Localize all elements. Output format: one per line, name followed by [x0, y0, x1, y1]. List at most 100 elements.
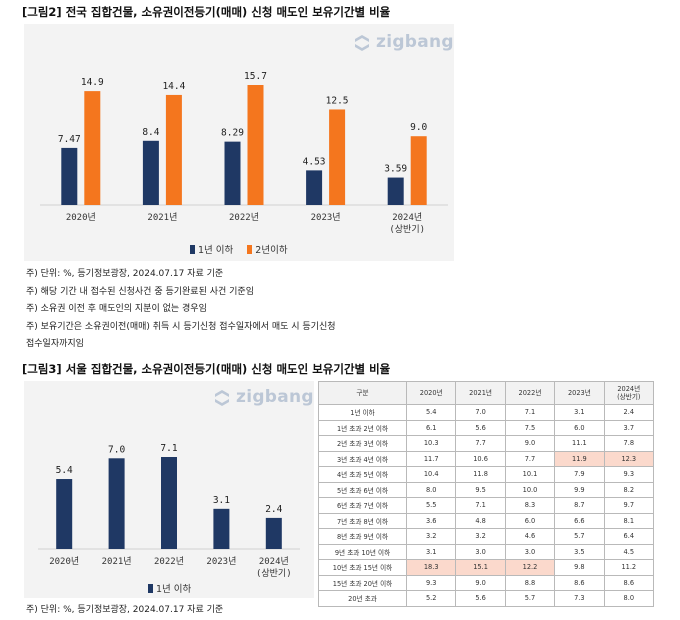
- legend-swatch-series2: [247, 244, 253, 254]
- table-row: 20년 초과 5.2 5.6 5.7 7.3 8.0: [318, 590, 655, 607]
- table-cell: 12.3: [603, 450, 655, 467]
- table-cell: 5.6: [455, 590, 506, 607]
- table-row: 15년 초과 20년 이하 9.3 9.0 8.8 8.6 8.6: [318, 574, 655, 591]
- x-tick-label: 2021년: [102, 556, 132, 567]
- figure3-data-table: 구분 2020년 2021년 2022년 2023년 2024년 (상반기) 1년 이하 5…: [318, 381, 655, 607]
- table-header-year: 2020년: [405, 381, 457, 405]
- zigbang-logo: zigbang: [212, 387, 314, 407]
- table-row: 7년 초과 8년 이하 3.6 4.8 6.0 6.6 8.1: [318, 512, 655, 529]
- row-label: 1년 초과 2년 이하: [318, 419, 407, 436]
- data-label: 7.0: [108, 444, 125, 455]
- bar: [165, 94, 182, 205]
- x-tick-label: (상반기): [389, 224, 425, 235]
- figure3-legend: 1년 이하: [148, 581, 191, 595]
- x-tick-label: 2024년: [392, 212, 422, 223]
- figure2-notes: 주) 단위: %, 등기정보광장, 2024.07.17 자료 기준 주) 해당…: [26, 266, 336, 354]
- data-label: 12.5: [326, 95, 349, 106]
- table-cell: 8.0: [603, 590, 655, 607]
- table-cell: 8.7: [554, 497, 605, 514]
- table-cell: 7.1: [504, 404, 556, 421]
- table-cell: 12.2: [504, 559, 556, 576]
- data-label: 8.29: [221, 128, 244, 139]
- table-cell: 11.9: [554, 450, 605, 467]
- table-cell: 2.4: [603, 404, 655, 421]
- table-cell: 4.5: [603, 543, 655, 560]
- bar: [247, 85, 264, 205]
- note-line: 접수일자까지임: [26, 339, 84, 349]
- data-label: 3.1: [213, 495, 230, 506]
- table-cell: 7.7: [504, 450, 556, 467]
- table-cell: 9.7: [603, 497, 655, 514]
- note-line: 주) 보유기간은 소유권이전(매매) 취득 시 등기신청 접수일자에서 매도 시…: [26, 321, 336, 332]
- data-label: 8.4: [142, 127, 159, 138]
- table-cell: 6.1: [405, 419, 457, 436]
- table-cell: 7.8: [603, 435, 655, 452]
- zigbang-logo-icon: [355, 35, 369, 51]
- table-cell: 8.0: [405, 481, 457, 498]
- table-header-year: 2021년: [455, 381, 506, 405]
- table-header-year: 2023년: [554, 381, 605, 405]
- table-cell: 11.1: [554, 435, 605, 452]
- legend-item-series1: 1년 이하: [190, 242, 233, 256]
- table-cell: 11.2: [603, 559, 655, 576]
- table-cell: 3.6: [405, 512, 457, 529]
- bar: [224, 141, 241, 205]
- table-cell: 9.0: [455, 574, 506, 591]
- x-tick-label: 2024년: [259, 556, 289, 567]
- data-label: 15.7: [244, 71, 267, 82]
- table-cell: 8.1: [603, 512, 655, 529]
- table-cell: 6.6: [554, 512, 605, 529]
- table-cell: 11.8: [455, 466, 506, 483]
- x-tick-label: 2020년: [66, 212, 96, 223]
- note-line: 주) 소유권 이전 후 매도인의 지분이 없는 경우임: [26, 304, 207, 314]
- bar: [306, 170, 323, 205]
- table-cell: 3.0: [504, 543, 556, 560]
- table-row: 1년 이하 5.4 7.0 7.1 3.1 2.4: [318, 404, 655, 421]
- table-cell: 9.8: [554, 559, 605, 576]
- table-cell: 6.4: [603, 528, 655, 545]
- table-header-year: 2022년: [504, 381, 556, 405]
- bar: [84, 91, 101, 205]
- bar: [213, 508, 230, 549]
- bar: [161, 457, 177, 549]
- table-cell: 15.1: [455, 559, 506, 576]
- row-label: 9년 초과 10년 이하: [318, 543, 407, 560]
- table-cell: 8.3: [504, 497, 556, 514]
- bar: [329, 109, 346, 205]
- row-label: 20년 초과: [318, 590, 407, 607]
- table-cell: 5.7: [504, 590, 556, 607]
- x-tick-label: (상반기): [256, 568, 292, 579]
- table-row: 1년 초과 2년 이하 6.1 5.6 7.5 6.0 3.7: [318, 419, 655, 436]
- x-tick-label: 2022년: [229, 212, 259, 223]
- table-cell: 7.0: [455, 404, 506, 421]
- bar: [61, 147, 78, 205]
- table-cell: 4.8: [455, 512, 506, 529]
- row-label: 5년 초과 6년 이하: [318, 481, 407, 498]
- table-cell: 3.1: [554, 404, 605, 421]
- table-cell: 4.6: [504, 528, 556, 545]
- table-row: 8년 초과 9년 이하 3.2 3.2 4.6 5.7 6.4: [318, 528, 655, 545]
- table-cell: 8.6: [603, 574, 655, 591]
- zigbang-logo-icon: [215, 390, 229, 406]
- table-cell: 3.1: [405, 543, 457, 560]
- table-cell: 5.6: [455, 419, 506, 436]
- bar: [410, 136, 427, 205]
- table-row: 3년 초과 4년 이하 11.7 10.6 7.7 11.9 12.3: [318, 450, 655, 467]
- table-cell: 5.7: [554, 528, 605, 545]
- data-label: 4.53: [303, 156, 326, 167]
- data-label: 9.0: [410, 122, 427, 133]
- table-cell: 7.3: [554, 590, 605, 607]
- table-header-category: 구분: [318, 381, 407, 405]
- bar: [387, 177, 404, 205]
- table-cell: 6.0: [554, 419, 605, 436]
- table-cell: 10.1: [504, 466, 556, 483]
- table-row: 2년 초과 3년 이하 10.3 7.7 9.0 11.1 7.8: [318, 435, 655, 452]
- legend-item-series1: 1년 이하: [148, 581, 191, 595]
- table-header-row: 구분 2020년 2021년 2022년 2023년 2024년 (상반기): [318, 381, 655, 405]
- table-cell: 10.0: [504, 481, 556, 498]
- data-label: 14.4: [162, 81, 185, 92]
- table-cell: 9.0: [504, 435, 556, 452]
- figure3-title: [그림3] 서울 집합건물, 소유권이전등기(매매) 신청 매도인 보유기간별 …: [22, 362, 391, 376]
- row-label: 6년 초과 7년 이하: [318, 497, 407, 514]
- figure3-bar-chart: 5.4 2020년 7.0 2021년 7.1 2022년 3.1 2023년 2.4 2024년…: [38, 443, 300, 579]
